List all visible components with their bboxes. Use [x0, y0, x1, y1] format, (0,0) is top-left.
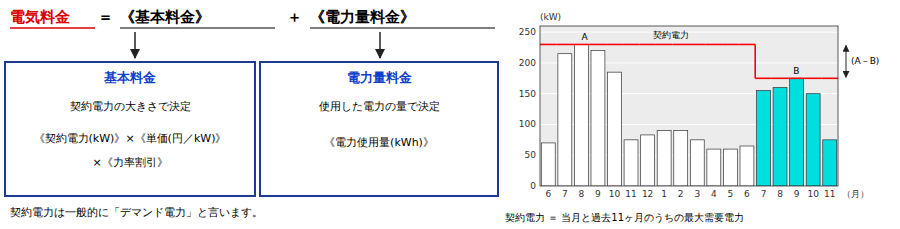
contract-line: [772, 78, 789, 80]
y-tick-label: 0: [530, 181, 536, 191]
bar: [690, 140, 704, 186]
y-tick-label: 200: [519, 58, 536, 68]
plot-background: [540, 26, 838, 186]
contract-line: [639, 44, 656, 46]
contract-line: [689, 44, 706, 46]
y-tick-label: 150: [519, 89, 536, 99]
x-tick-label: 8: [777, 189, 783, 199]
x-tick-label: 6: [744, 189, 750, 199]
contract-label: 契約電力: [653, 30, 689, 40]
contract-line: [755, 78, 772, 80]
bar: [558, 54, 572, 186]
chart: 05010015020025067891011121234567891011(k…: [505, 12, 879, 223]
bar: [757, 91, 771, 186]
title-underline: [10, 27, 95, 29]
x-tick-label: 9: [595, 189, 601, 199]
bar: [541, 143, 555, 186]
title: 電気料金: [10, 8, 70, 26]
x-tick-label: 9: [794, 189, 800, 199]
bar: [624, 140, 638, 186]
y-tick-label: 100: [519, 119, 536, 129]
x-tick-label: 1: [661, 189, 667, 199]
x-tick-label: 4: [711, 189, 717, 199]
x-tick-label: 12: [642, 189, 653, 199]
contract-line: [739, 44, 756, 46]
x-tick-label: 6: [545, 189, 551, 199]
x-tick-label: 8: [579, 189, 585, 199]
plot-area: [540, 44, 838, 186]
bar: [740, 146, 754, 186]
box-text: 《契約電力(kW)》×《単価(円／kW)》: [34, 132, 227, 145]
contract-line: [557, 44, 574, 46]
contract-line: [590, 44, 607, 46]
bar: [591, 51, 605, 186]
bar: [574, 44, 588, 186]
bar: [674, 131, 688, 186]
bar: [707, 149, 721, 186]
x-tick-label: 7: [562, 189, 568, 199]
arrow: [379, 32, 381, 58]
contract-line: [606, 44, 623, 46]
box-title: 基本料金: [103, 70, 157, 85]
bar: [723, 149, 737, 186]
bar: [823, 140, 837, 186]
box-title: 電力量料金: [347, 70, 413, 85]
y-tick-label: 250: [519, 27, 536, 37]
arrow: [134, 32, 136, 58]
contract-line: [672, 44, 689, 46]
x-tick-label: 7: [761, 189, 767, 199]
bar: [641, 135, 655, 186]
figure: 電気料金 ＝ 《基本料金》 ＋ 《電力量料金》基本料金契約電力の大きさで決定《契約電力(…: [0, 0, 900, 229]
box-text: 契約電力の大きさで決定: [70, 100, 191, 113]
difference-arrow: [846, 45, 847, 77]
x-tick-label: 10: [807, 189, 819, 199]
header-text: ＋: [287, 8, 302, 26]
bar: [790, 78, 804, 186]
plot-frame: [540, 26, 838, 186]
header-text: 《基本料金》: [120, 8, 210, 26]
bar: [657, 131, 671, 186]
bottom-text: 契約電力は一般的に「デマンド電力」と言います。: [10, 206, 263, 219]
note: 契約電力 ＝ 当月と過去11ヶ月のうちの最大需要電力: [505, 212, 744, 223]
contract-line: [706, 44, 723, 46]
contract-line: [805, 78, 822, 80]
y-axis-label: (kW): [540, 12, 561, 22]
bar: [608, 72, 622, 186]
x-tick-label: 2: [678, 189, 684, 199]
header-text: ＝: [98, 8, 113, 26]
contract-line: [821, 78, 838, 80]
x-tick-label: 11: [625, 189, 636, 199]
contract-line: [573, 44, 590, 46]
contract-line: [656, 44, 673, 46]
contract-step: [754, 44, 756, 78]
contract-line: [722, 44, 739, 46]
contract-line: [540, 44, 557, 46]
y-tick-label: 50: [525, 150, 537, 160]
x-tick-label: 3: [694, 189, 700, 199]
contract-line: [623, 44, 640, 46]
box-text: 《電力使用量(kWh)》: [324, 136, 434, 149]
diagram: 電気料金 ＝ 《基本料金》 ＋ 《電力量料金》基本料金契約電力の大きさで決定《契約電力(…: [5, 8, 498, 219]
header-underline: [120, 27, 275, 28]
difference-label: (A－B): [851, 56, 879, 66]
bar: [773, 88, 787, 186]
x-tick-label: 11: [824, 189, 835, 199]
header-underline: [310, 27, 495, 28]
contract-line: [788, 78, 805, 80]
marker-label: A: [582, 32, 589, 42]
box: [5, 62, 255, 196]
bar: [806, 94, 820, 186]
header-text: 《電力量料金》: [310, 8, 415, 26]
x-tick-label: 10: [609, 189, 621, 199]
box-text: 使用した電力の量で決定: [319, 100, 440, 113]
marker-label: B: [793, 66, 799, 76]
x-axis-label: （月）: [842, 189, 869, 199]
box-text: ×《力率割引》: [92, 156, 167, 169]
box: [260, 62, 498, 196]
x-tick-label: 5: [728, 189, 734, 199]
